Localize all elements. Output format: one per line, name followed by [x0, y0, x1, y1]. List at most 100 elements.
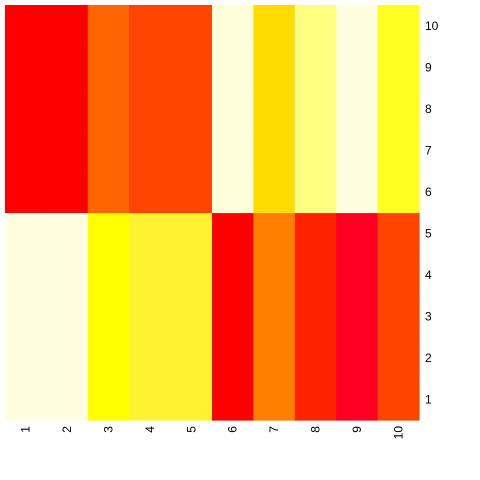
heatmap-cell — [212, 295, 254, 338]
heatmap-cell — [294, 378, 337, 421]
heatmap-cell — [129, 378, 172, 421]
heatmap-cell — [170, 337, 213, 380]
y-tick-label: 3 — [425, 309, 432, 323]
heatmap-cell — [129, 5, 172, 48]
heatmap-cell — [253, 212, 296, 255]
heatmap-cell — [336, 295, 379, 338]
heatmap-cell — [129, 295, 172, 338]
heatmap-cell — [5, 378, 47, 421]
heatmap-cell — [170, 88, 213, 131]
heatmap-cell — [377, 46, 420, 89]
x-tick-label: 2 — [60, 426, 74, 433]
heatmap-cell — [294, 5, 337, 48]
heatmap-cell — [46, 129, 89, 172]
x-tick-label: 8 — [309, 426, 323, 433]
heatmap-cell — [46, 337, 89, 380]
heatmap-cell — [294, 254, 337, 297]
heatmap-cell — [5, 88, 47, 131]
heatmap-cell — [377, 254, 420, 297]
y-tick-label: 1 — [425, 392, 432, 406]
x-tick-label: 6 — [226, 426, 240, 433]
heatmap-cell — [5, 337, 47, 380]
heatmap-cell — [253, 378, 296, 421]
heatmap-cell — [87, 5, 130, 48]
heatmap-cell — [87, 88, 130, 131]
x-axis-tick-labels: 1 2 3 4 5 6 7 8 9 10 — [19, 426, 406, 440]
heatmap-cell — [5, 212, 47, 255]
heatmap-cells — [5, 5, 420, 421]
heatmap-cell — [336, 337, 379, 380]
heatmap-cell — [253, 254, 296, 297]
x-tick-label: 7 — [267, 426, 281, 433]
x-tick-label: 1 — [19, 426, 33, 433]
heatmap-cell — [129, 46, 172, 89]
heatmap-cell — [46, 254, 89, 297]
y-tick-label: 8 — [425, 102, 432, 116]
heatmap-cell — [170, 254, 213, 297]
heatmap-cell — [253, 46, 296, 89]
heatmap-cell — [129, 212, 172, 255]
heatmap-cell — [336, 171, 379, 214]
heatmap-cell — [377, 337, 420, 380]
heatmap-cell — [336, 46, 379, 89]
heatmap-cell — [170, 46, 213, 89]
x-tick-label: 9 — [350, 426, 364, 433]
y-tick-label: 10 — [425, 19, 439, 33]
y-tick-label: 4 — [425, 268, 432, 282]
heatmap-cell — [46, 5, 89, 48]
heatmap-cell — [5, 129, 47, 172]
x-tick-label: 4 — [143, 426, 157, 433]
heatmap-cell — [336, 378, 379, 421]
heatmap-cell — [129, 254, 172, 297]
heatmap-cell — [212, 129, 254, 172]
heatmap-cell — [294, 337, 337, 380]
heatmap-cell — [46, 171, 89, 214]
heatmap-cell — [294, 171, 337, 214]
heatmap-cell — [253, 171, 296, 214]
heatmap-cell — [212, 88, 254, 131]
heatmap-cell — [212, 378, 254, 421]
heatmap-cell — [5, 254, 47, 297]
heatmap-cell — [5, 171, 47, 214]
x-tick-label: 10 — [391, 426, 405, 440]
heatmap-cell — [253, 295, 296, 338]
heatmap-cell — [294, 212, 337, 255]
heatmap-cell — [212, 212, 254, 255]
heatmap-cell — [5, 46, 47, 89]
heatmap-cell — [377, 378, 420, 421]
heatmap-cell — [253, 129, 296, 172]
heatmap-cell — [377, 171, 420, 214]
heatmap-cell — [253, 337, 296, 380]
x-tick-label: 3 — [102, 426, 116, 433]
heatmap-cell — [87, 337, 130, 380]
heatmap-cell — [170, 171, 213, 214]
heatmap-cell — [336, 254, 379, 297]
heatmap-cell — [170, 129, 213, 172]
x-tick-label: 5 — [184, 426, 198, 433]
heatmap-cell — [212, 337, 254, 380]
heatmap-cell — [129, 88, 172, 131]
heatmap-cell — [212, 5, 254, 48]
heatmap-cell — [294, 46, 337, 89]
y-tick-label: 7 — [425, 143, 432, 157]
heatmap-cell — [129, 171, 172, 214]
heatmap-cell — [46, 212, 89, 255]
y-tick-label: 6 — [425, 185, 432, 199]
heatmap-cell — [253, 88, 296, 131]
heatmap-cell — [377, 295, 420, 338]
heatmap-cell — [377, 88, 420, 131]
heatmap-cell — [87, 129, 130, 172]
heatmap-cell — [87, 212, 130, 255]
heatmap-cell — [5, 295, 47, 338]
heatmap-cell — [336, 212, 379, 255]
heatmap-cell — [253, 5, 296, 48]
heatmap-cell — [46, 46, 89, 89]
heatmap-cell — [377, 5, 420, 48]
heatmap-cell — [87, 46, 130, 89]
heatmap-cell — [294, 88, 337, 131]
y-tick-label: 5 — [425, 226, 432, 240]
heatmap-cell — [129, 337, 172, 380]
heatmap-cell — [170, 295, 213, 338]
heatmap-cell — [5, 5, 47, 48]
